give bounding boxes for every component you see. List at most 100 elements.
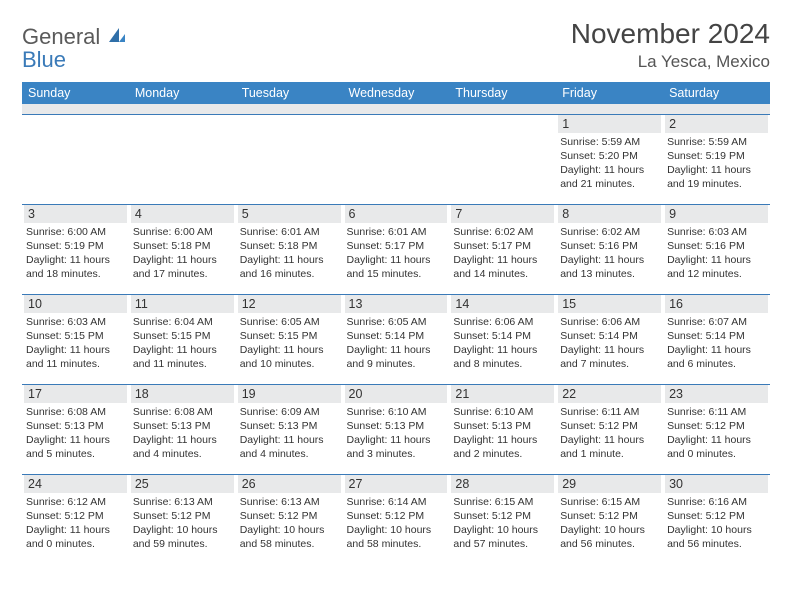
sunset-text: Sunset: 5:20 PM <box>558 149 661 163</box>
date-number: 28 <box>451 475 554 493</box>
day-cell: 13Sunrise: 6:05 AMSunset: 5:14 PMDayligh… <box>343 294 450 384</box>
day-cell: 11 Sunrise: 6:04 AMSunset: 5:15 PMDayligh… <box>129 294 236 384</box>
date-number: 24 <box>24 475 127 493</box>
sunset-text: Sunset: 5:12 PM <box>665 509 768 523</box>
day-header-row: Sunday Monday Tuesday Wednesday Thursday… <box>22 82 770 104</box>
daylight-text: Daylight: 11 hours and 19 minutes. <box>665 163 768 191</box>
date-number: 11 <box>131 295 234 313</box>
date-number: 8 <box>558 205 661 223</box>
sunset-text: Sunset: 5:13 PM <box>345 419 448 433</box>
date-number: 16 <box>665 295 768 313</box>
sunrise-text: Sunrise: 6:11 AM <box>558 405 661 419</box>
daylight-text: Daylight: 11 hours and 11 minutes. <box>24 343 127 371</box>
sunrise-text: Sunrise: 6:02 AM <box>558 225 661 239</box>
date-number: 19 <box>238 385 341 403</box>
daylight-text: Daylight: 10 hours and 56 minutes. <box>558 523 661 551</box>
week-row: 10Sunrise: 6:03 AMSunset: 5:15 PMDayligh… <box>22 294 770 384</box>
daylight-text: Daylight: 11 hours and 5 minutes. <box>24 433 127 461</box>
day-cell: . <box>22 114 129 204</box>
daylight-text: Daylight: 11 hours and 2 minutes. <box>451 433 554 461</box>
page: General Blue November 2024 La Yesca, Mex… <box>0 0 792 574</box>
sunrise-text: Sunrise: 6:13 AM <box>238 495 341 509</box>
sunrise-text: Sunrise: 6:10 AM <box>345 405 448 419</box>
daylight-text: Daylight: 11 hours and 16 minutes. <box>238 253 341 281</box>
daylight-text: Daylight: 11 hours and 3 minutes. <box>345 433 448 461</box>
date-number: 20 <box>345 385 448 403</box>
date-number: 18 <box>131 385 234 403</box>
week-row: 17Sunrise: 6:08 AMSunset: 5:13 PMDayligh… <box>22 384 770 474</box>
daylight-text: Daylight: 10 hours and 58 minutes. <box>238 523 341 551</box>
date-number: 7 <box>451 205 554 223</box>
sunset-text: Sunset: 5:13 PM <box>24 419 127 433</box>
week-row: 3Sunrise: 6:00 AMSunset: 5:19 PMDaylight… <box>22 204 770 294</box>
brand-logo: General Blue <box>22 18 127 72</box>
sunset-text: Sunset: 5:15 PM <box>238 329 341 343</box>
date-number: 4 <box>131 205 234 223</box>
brand-word1: General <box>22 24 100 49</box>
daylight-text: Daylight: 11 hours and 0 minutes. <box>665 433 768 461</box>
daylight-text: Daylight: 10 hours and 57 minutes. <box>451 523 554 551</box>
daylight-text: Daylight: 11 hours and 11 minutes. <box>131 343 234 371</box>
daylight-text: Daylight: 11 hours and 7 minutes. <box>558 343 661 371</box>
col-saturday: Saturday <box>663 82 770 104</box>
date-number: 29 <box>558 475 661 493</box>
day-cell: 1Sunrise: 5:59 AMSunset: 5:20 PMDaylight… <box>556 114 663 204</box>
sunset-text: Sunset: 5:17 PM <box>345 239 448 253</box>
sunrise-text: Sunrise: 6:00 AM <box>131 225 234 239</box>
calendar-body: .....1Sunrise: 5:59 AMSunset: 5:20 PMDay… <box>22 114 770 564</box>
sunrise-text: Sunrise: 6:06 AM <box>558 315 661 329</box>
sunset-text: Sunset: 5:14 PM <box>665 329 768 343</box>
sunset-text: Sunset: 5:12 PM <box>558 419 661 433</box>
spacer-row <box>22 104 770 114</box>
sunset-text: Sunset: 5:16 PM <box>665 239 768 253</box>
date-number: 9 <box>665 205 768 223</box>
daylight-text: Daylight: 11 hours and 6 minutes. <box>665 343 768 371</box>
date-number: 25 <box>131 475 234 493</box>
sunrise-text: Sunrise: 6:05 AM <box>345 315 448 329</box>
sunrise-text: Sunrise: 6:03 AM <box>665 225 768 239</box>
day-cell: . <box>129 114 236 204</box>
daylight-text: Daylight: 11 hours and 4 minutes. <box>131 433 234 461</box>
date-number: 13 <box>345 295 448 313</box>
day-cell: 24Sunrise: 6:12 AMSunset: 5:12 PMDayligh… <box>22 474 129 564</box>
day-cell: 15Sunrise: 6:06 AMSunset: 5:14 PMDayligh… <box>556 294 663 384</box>
sunrise-text: Sunrise: 6:15 AM <box>451 495 554 509</box>
sunrise-text: Sunrise: 6:08 AM <box>24 405 127 419</box>
month-title: November 2024 <box>571 18 770 50</box>
day-cell: 23Sunrise: 6:11 AMSunset: 5:12 PMDayligh… <box>663 384 770 474</box>
day-cell: 26Sunrise: 6:13 AMSunset: 5:12 PMDayligh… <box>236 474 343 564</box>
sunset-text: Sunset: 5:12 PM <box>558 509 661 523</box>
date-number: 27 <box>345 475 448 493</box>
sunrise-text: Sunrise: 6:01 AM <box>238 225 341 239</box>
sunset-text: Sunset: 5:15 PM <box>131 329 234 343</box>
col-friday: Friday <box>556 82 663 104</box>
sunrise-text: Sunrise: 6:16 AM <box>665 495 768 509</box>
sunrise-text: Sunrise: 6:04 AM <box>131 315 234 329</box>
sunset-text: Sunset: 5:12 PM <box>451 509 554 523</box>
sunrise-text: Sunrise: 6:07 AM <box>665 315 768 329</box>
day-cell: 3Sunrise: 6:00 AMSunset: 5:19 PMDaylight… <box>22 204 129 294</box>
sail-icon <box>107 26 127 44</box>
sunrise-text: Sunrise: 6:08 AM <box>131 405 234 419</box>
sunset-text: Sunset: 5:14 PM <box>558 329 661 343</box>
day-cell: . <box>449 114 556 204</box>
day-cell: 20 Sunrise: 6:10 AMSunset: 5:13 PMDayligh… <box>343 384 450 474</box>
sunrise-text: Sunrise: 6:14 AM <box>345 495 448 509</box>
sunset-text: Sunset: 5:18 PM <box>131 239 234 253</box>
date-number: 3 <box>24 205 127 223</box>
day-cell: 6Sunrise: 6:01 AMSunset: 5:17 PMDaylight… <box>343 204 450 294</box>
day-cell: 19Sunrise: 6:09 AMSunset: 5:13 PMDayligh… <box>236 384 343 474</box>
sunrise-text: Sunrise: 6:12 AM <box>24 495 127 509</box>
title-block: November 2024 La Yesca, Mexico <box>571 18 770 72</box>
day-cell: 28 Sunrise: 6:15 AMSunset: 5:12 PMDayligh… <box>449 474 556 564</box>
brand-text: General Blue <box>22 26 127 72</box>
date-number: 1 <box>558 115 661 133</box>
date-number: 6 <box>345 205 448 223</box>
day-cell: . <box>343 114 450 204</box>
sunrise-text: Sunrise: 6:02 AM <box>451 225 554 239</box>
daylight-text: Daylight: 11 hours and 13 minutes. <box>558 253 661 281</box>
daylight-text: Daylight: 11 hours and 4 minutes. <box>238 433 341 461</box>
week-row: 24Sunrise: 6:12 AMSunset: 5:12 PMDayligh… <box>22 474 770 564</box>
day-cell: 8Sunrise: 6:02 AMSunset: 5:16 PMDaylight… <box>556 204 663 294</box>
day-cell: 25Sunrise: 6:13 AMSunset: 5:12 PMDayligh… <box>129 474 236 564</box>
